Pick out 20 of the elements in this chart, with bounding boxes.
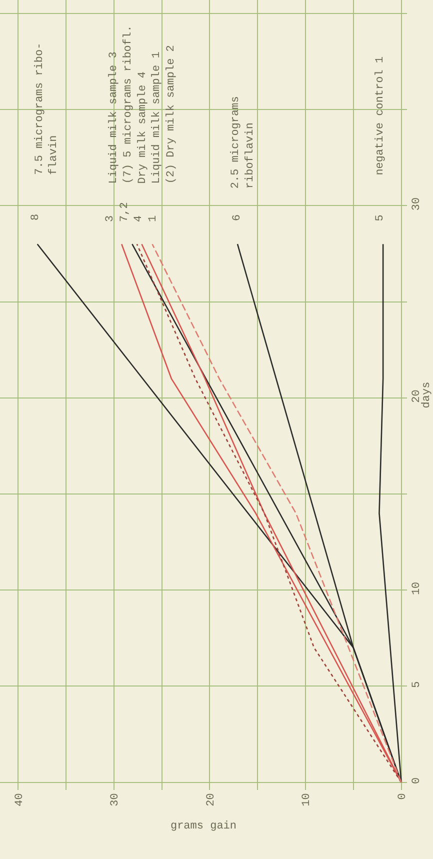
annotation: 7.5 micrograms ribo- flavin [34, 42, 60, 175]
y-tick-label: 5 [411, 681, 423, 688]
annotation: 2.5 micrograms riboflavin [230, 96, 256, 189]
x-tick-label: 40 [14, 793, 26, 806]
x-tick-label: 0 [396, 793, 409, 800]
y-axis-title: days [421, 382, 433, 408]
annotation: 8 [30, 214, 42, 220]
annotation: 5 [374, 214, 387, 222]
annotation: 6 [231, 214, 244, 221]
annotation: 3 7,2 4 1 [104, 202, 160, 222]
x-tick-label: 20 [205, 793, 218, 806]
y-tick-label: 0 [411, 777, 423, 784]
x-tick-label: 10 [301, 793, 314, 806]
y-tick-label: 20 [411, 390, 423, 403]
y-tick-label: 30 [411, 197, 423, 211]
annotation: Liquid milk sample 3 (7) 5 micrograms ribofl. Dry milk sample 4 Liquid milk sample 1 (2) Dry milk sample 2 [108, 25, 178, 184]
x-axis-title: grams gain [170, 820, 237, 833]
y-tick-label: 10 [411, 582, 423, 596]
annotation: negative control 1 [374, 56, 387, 176]
x-tick-label: 30 [110, 793, 122, 806]
